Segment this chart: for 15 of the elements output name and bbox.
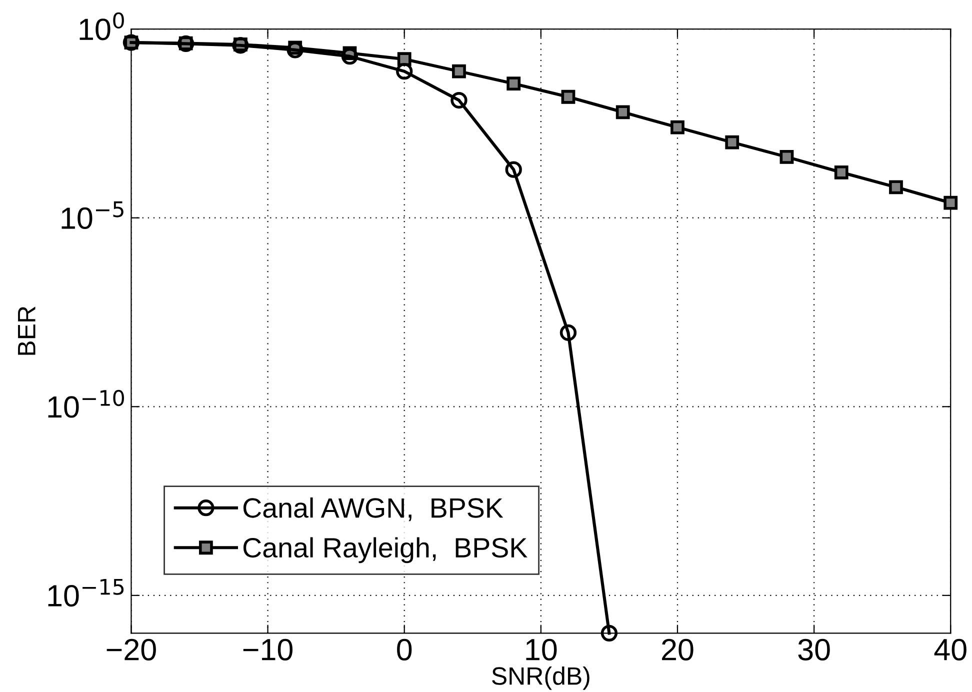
x-tick-label: −20 xyxy=(106,638,156,660)
legend-label: Canal Rayleigh, BPSK xyxy=(243,537,528,564)
y-axis-title: BER xyxy=(18,306,36,355)
y-tick-label: 10$^{−15}$ xyxy=(48,578,124,607)
x-axis-title: SNR(dB) xyxy=(492,666,590,690)
y-tick-label: 10$^{0}$ xyxy=(80,12,124,40)
x-tick-label: −10 xyxy=(243,638,293,660)
y-tick-label: 10$^{−10}$ xyxy=(48,390,124,418)
x-tick-label: 10 xyxy=(526,638,557,660)
x-tick-label: 40 xyxy=(934,638,966,660)
legend-label: Canal AWGN, BPSK xyxy=(243,497,504,522)
x-tick-label: 20 xyxy=(662,638,694,660)
y-tick-label: 10$^{−5}$ xyxy=(62,201,124,230)
x-tick-label: 0 xyxy=(397,638,412,660)
x-tick-label: 30 xyxy=(798,638,830,660)
